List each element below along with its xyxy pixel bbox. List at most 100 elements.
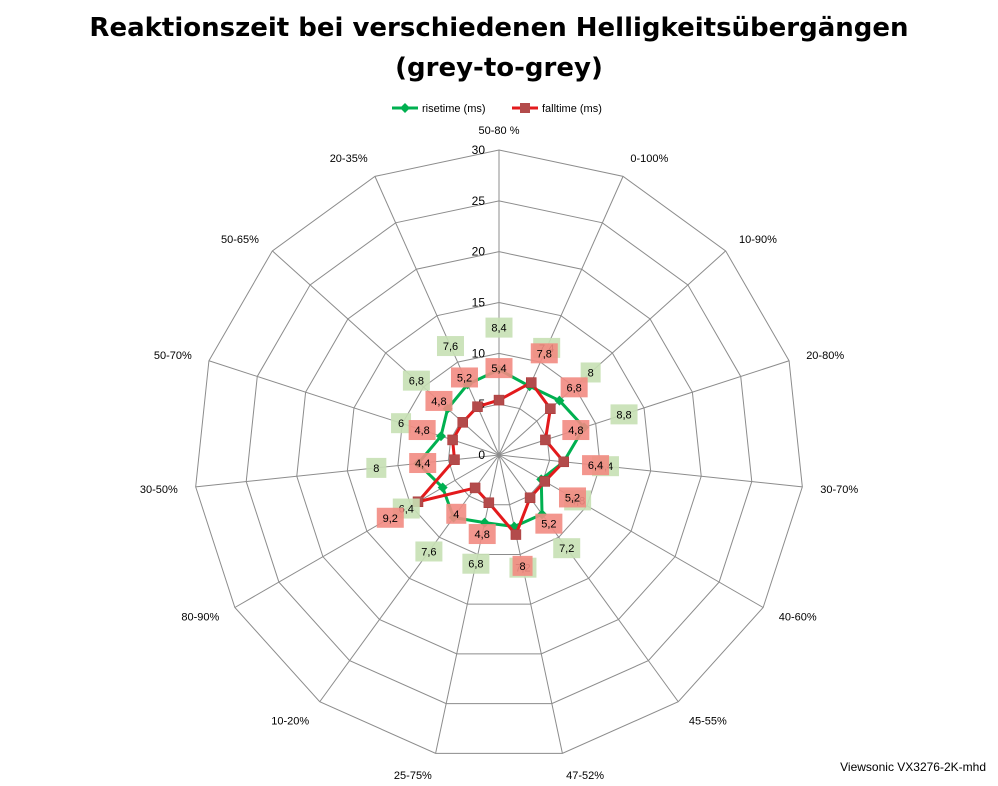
risetime-label-8: 6,8	[468, 559, 483, 571]
risetime-label-bg-11	[366, 457, 387, 478]
chart-title: Reaktionszeit bei verschiedenen Helligke…	[0, 8, 998, 88]
rtick-label-30: 30	[472, 143, 486, 157]
risetime-label-bg-14	[436, 336, 464, 357]
falltime-label-bg-13	[425, 390, 453, 411]
falltime-point-1	[526, 377, 537, 388]
falltime-label-bg-9	[446, 503, 467, 524]
category-label-7: 47-52%	[566, 770, 604, 782]
falltime-label-3: 4,8	[568, 425, 583, 437]
category-label-9: 10-20%	[271, 715, 309, 727]
legend: risetime (ms) falltime (ms)	[392, 103, 602, 115]
falltime-label-bg-8	[468, 524, 496, 545]
falltime-point-11	[449, 454, 460, 465]
legend-label-1: falltime (ms)	[542, 103, 602, 115]
falltime-point-4	[558, 456, 569, 468]
falltime-label-10: 9,2	[383, 513, 398, 525]
risetime-label-bg-12	[391, 413, 412, 434]
falltime-label-bg-14	[450, 367, 478, 388]
grid-ring-3	[346, 301, 652, 605]
falltime-point-2	[545, 403, 556, 414]
risetime-label-13: 6,8	[409, 376, 424, 388]
chart-title-line1: Reaktionszeit bei verschiedenen Helligke…	[89, 13, 909, 43]
radar-grid	[195, 149, 803, 754]
series-line-0	[416, 368, 586, 529]
category-label-3: 20-80%	[806, 350, 844, 362]
category-label-0: 50-80 %	[479, 125, 520, 137]
falltime-label-0: 5,4	[491, 363, 506, 375]
falltime-point-12	[447, 434, 458, 446]
falltime-label-14: 5,2	[457, 372, 472, 384]
category-label-14: 20-35%	[330, 153, 368, 165]
category-label-12: 50-70%	[154, 350, 192, 362]
category-label-11: 30-50%	[140, 484, 178, 496]
risetime-label-bg-8	[462, 553, 490, 574]
falltime-label-bg-10	[376, 507, 404, 528]
falltime-label-bg-2	[560, 377, 588, 398]
spoke-7	[498, 454, 563, 754]
falltime-label-8: 4,8	[475, 529, 490, 541]
falltime-label-11: 4,4	[415, 458, 430, 470]
falltime-label-bg-4	[582, 455, 610, 476]
risetime-label-11: 8	[373, 463, 379, 475]
risetime-label-bg-6	[553, 538, 581, 559]
category-label-6: 45-55%	[689, 715, 727, 727]
legend-label-0: risetime (ms)	[422, 103, 486, 115]
source-credit: Viewsonic VX3276-2K-mhd	[840, 760, 986, 774]
category-label-13: 50-65%	[221, 234, 259, 246]
category-label-1: 0-100%	[630, 153, 668, 165]
falltime-point-9	[469, 482, 481, 494]
falltime-label-9: 4	[453, 509, 459, 521]
falltime-label-7: 8	[520, 561, 526, 573]
falltime-label-13: 4,8	[431, 396, 446, 408]
rtick-label-10: 10	[472, 346, 486, 360]
falltime-label-4: 6,4	[588, 460, 603, 472]
risetime-label-3: 8,8	[616, 409, 631, 421]
spoke-4	[498, 454, 803, 488]
legend-marker-0	[400, 103, 410, 113]
category-label-10: 80-90%	[181, 612, 219, 624]
risetime-label-12: 6	[398, 418, 404, 430]
legend-marker-1	[520, 103, 530, 113]
rtick-label-0: 0	[478, 448, 485, 462]
falltime-point-13	[457, 417, 468, 428]
grid-ring-1	[447, 403, 551, 506]
series-line-1	[416, 381, 566, 537]
category-labels: 50-80 % 0-100% 10-90% 20-80% 30-70% 40-60% 45-…	[140, 125, 859, 782]
grid-ring-6	[195, 149, 803, 754]
falltime-label-bg-11	[409, 453, 437, 474]
spoke-11	[195, 454, 500, 488]
risetime-label-bg-0	[485, 317, 513, 338]
falltime-label-bg-3	[562, 420, 590, 441]
risetime-label-14: 7,6	[443, 341, 458, 353]
falltime-point-6	[524, 492, 536, 504]
spoke-10	[234, 454, 500, 608]
falltime-point-14	[472, 401, 483, 412]
risetime-label-bg-13	[402, 370, 430, 391]
risetime-label-9: 7,6	[421, 546, 436, 558]
grid-ring-4	[296, 251, 702, 655]
category-label-5: 40-60%	[779, 612, 817, 624]
spoke-9	[319, 454, 500, 703]
falltime-point-8	[483, 497, 495, 508]
rtick-label-25: 25	[472, 194, 486, 208]
risetime-label-0: 8,4	[491, 323, 506, 335]
falltime-point-0	[493, 394, 505, 406]
risetime-label-bg-3	[610, 404, 638, 425]
falltime-label-bg-6	[535, 513, 563, 534]
falltime-label-bg-12	[408, 420, 436, 441]
risetime-label-bg-9	[415, 541, 443, 562]
grid-ring-5	[245, 200, 753, 705]
rtick-label-20: 20	[472, 245, 486, 259]
spoke-2	[498, 250, 726, 456]
falltime-label-2: 6,8	[567, 382, 582, 394]
data-labels: 8,47,488,86,44,87,27,26,87,66,4866,87,65…	[366, 317, 638, 578]
grid-ring-2	[397, 352, 601, 555]
risetime-label-2: 8	[588, 367, 594, 379]
category-label-2: 10-90%	[739, 234, 777, 246]
category-label-4: 30-70%	[820, 484, 858, 496]
risetime-point-10	[437, 482, 448, 493]
falltime-point-5	[539, 476, 551, 487]
radial-tick-labels: 051015202530	[472, 143, 486, 462]
falltime-point-3	[540, 434, 551, 446]
